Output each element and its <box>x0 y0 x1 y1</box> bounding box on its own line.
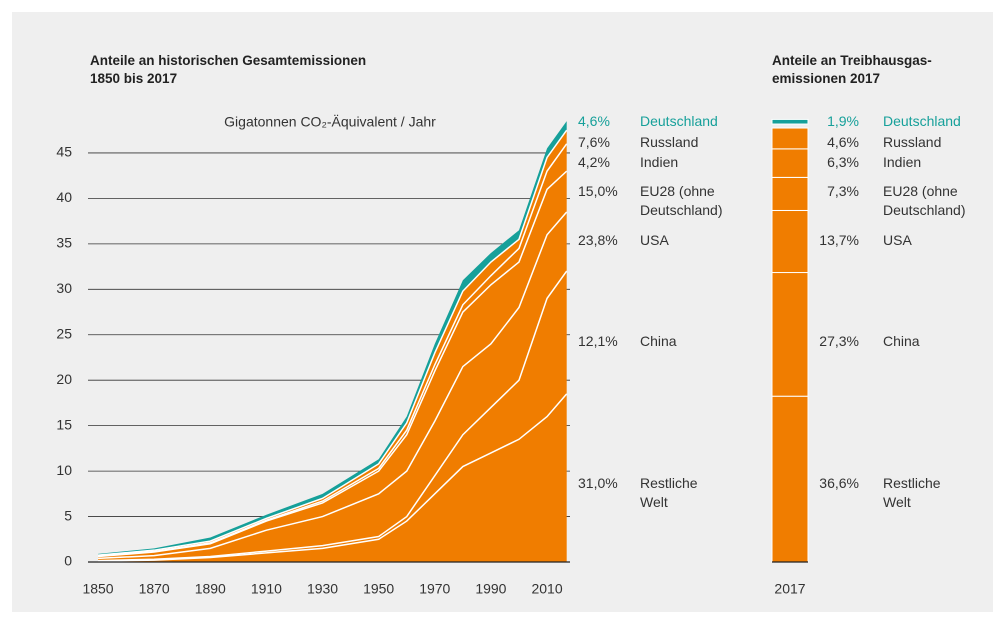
series-label: EU28 (ohne Deutschland) <box>640 183 723 218</box>
boundary-line <box>98 393 568 562</box>
series-label: Russland <box>883 134 942 150</box>
value-label: 27,3% <box>819 333 859 349</box>
y-tick-label: 20 <box>56 371 72 387</box>
y-tick-label: 40 <box>56 189 72 205</box>
bar-segment <box>771 118 809 125</box>
share-label: 4,2% <box>578 154 610 170</box>
series-label: Indien <box>640 154 679 170</box>
share-label: 7,6% <box>578 134 610 150</box>
x-tick-label: 1910 <box>251 581 282 597</box>
y-tick-label: 30 <box>56 280 72 296</box>
share-label: 12,1% <box>578 333 618 349</box>
chart-title: Anteile an historischen Gesamtemissionen… <box>90 53 367 86</box>
x-tick-label: 1950 <box>363 581 394 597</box>
x-tick-label: 1970 <box>419 581 450 597</box>
y-tick-label: 5 <box>64 507 72 523</box>
y-tick-label: 15 <box>56 416 72 432</box>
x-tick-label: 1850 <box>82 581 113 597</box>
series-label: Deutschland <box>640 113 718 129</box>
x-tick-label: 2017 <box>774 581 805 597</box>
share-label: 15,0% <box>578 183 618 199</box>
bar-segment <box>771 272 809 397</box>
share-label: 23,8% <box>578 232 618 248</box>
x-tick-label: 1870 <box>139 581 170 597</box>
share-label: 31,0% <box>578 475 618 491</box>
series-label: Deutschland <box>883 113 961 129</box>
chart-title: Anteile an Treibhausgas- emissionen 2017 <box>772 53 932 86</box>
boundary-line <box>98 270 568 562</box>
bar-segment <box>771 395 809 563</box>
value-label: 36,6% <box>819 475 859 491</box>
series-label: USA <box>883 232 912 248</box>
share-label: 4,6% <box>578 113 610 129</box>
series-label: Russland <box>640 134 699 150</box>
value-label: 1,9% <box>827 113 859 129</box>
series-label: China <box>640 333 677 349</box>
y-axis-label: Gigatonnen CO₂-Äquivalent / Jahr <box>224 114 436 130</box>
bar-segment <box>771 127 809 150</box>
series-label: Indien <box>883 154 922 170</box>
y-tick-label: 45 <box>56 144 72 160</box>
y-tick-label: 25 <box>56 325 72 341</box>
x-tick-label: 1990 <box>475 581 506 597</box>
series-label: EU28 (ohne Deutschland) <box>883 183 966 218</box>
value-label: 7,3% <box>827 183 859 199</box>
boundary-line <box>97 129 568 556</box>
series-label: Restliche Welt <box>640 475 698 510</box>
value-label: 6,3% <box>827 154 859 170</box>
boundary-line <box>97 143 568 557</box>
y-tick-label: 0 <box>64 553 72 569</box>
x-tick-label: 1890 <box>195 581 226 597</box>
value-label: 4,6% <box>827 134 859 150</box>
bar-segment <box>771 148 809 178</box>
y-tick-label: 10 <box>56 462 72 478</box>
series-label: Restliche Welt <box>883 475 941 510</box>
value-label: 13,7% <box>819 232 859 248</box>
bar-segment <box>771 176 809 211</box>
series-label: USA <box>640 232 669 248</box>
area <box>98 212 567 561</box>
area <box>98 393 567 562</box>
y-tick-label: 35 <box>56 235 72 251</box>
x-tick-label: 1930 <box>307 581 338 597</box>
bar-segment <box>771 209 809 274</box>
series-label: China <box>883 333 920 349</box>
boundary-line <box>97 211 568 560</box>
boundary-line <box>97 170 568 558</box>
x-tick-label: 2010 <box>531 581 562 597</box>
